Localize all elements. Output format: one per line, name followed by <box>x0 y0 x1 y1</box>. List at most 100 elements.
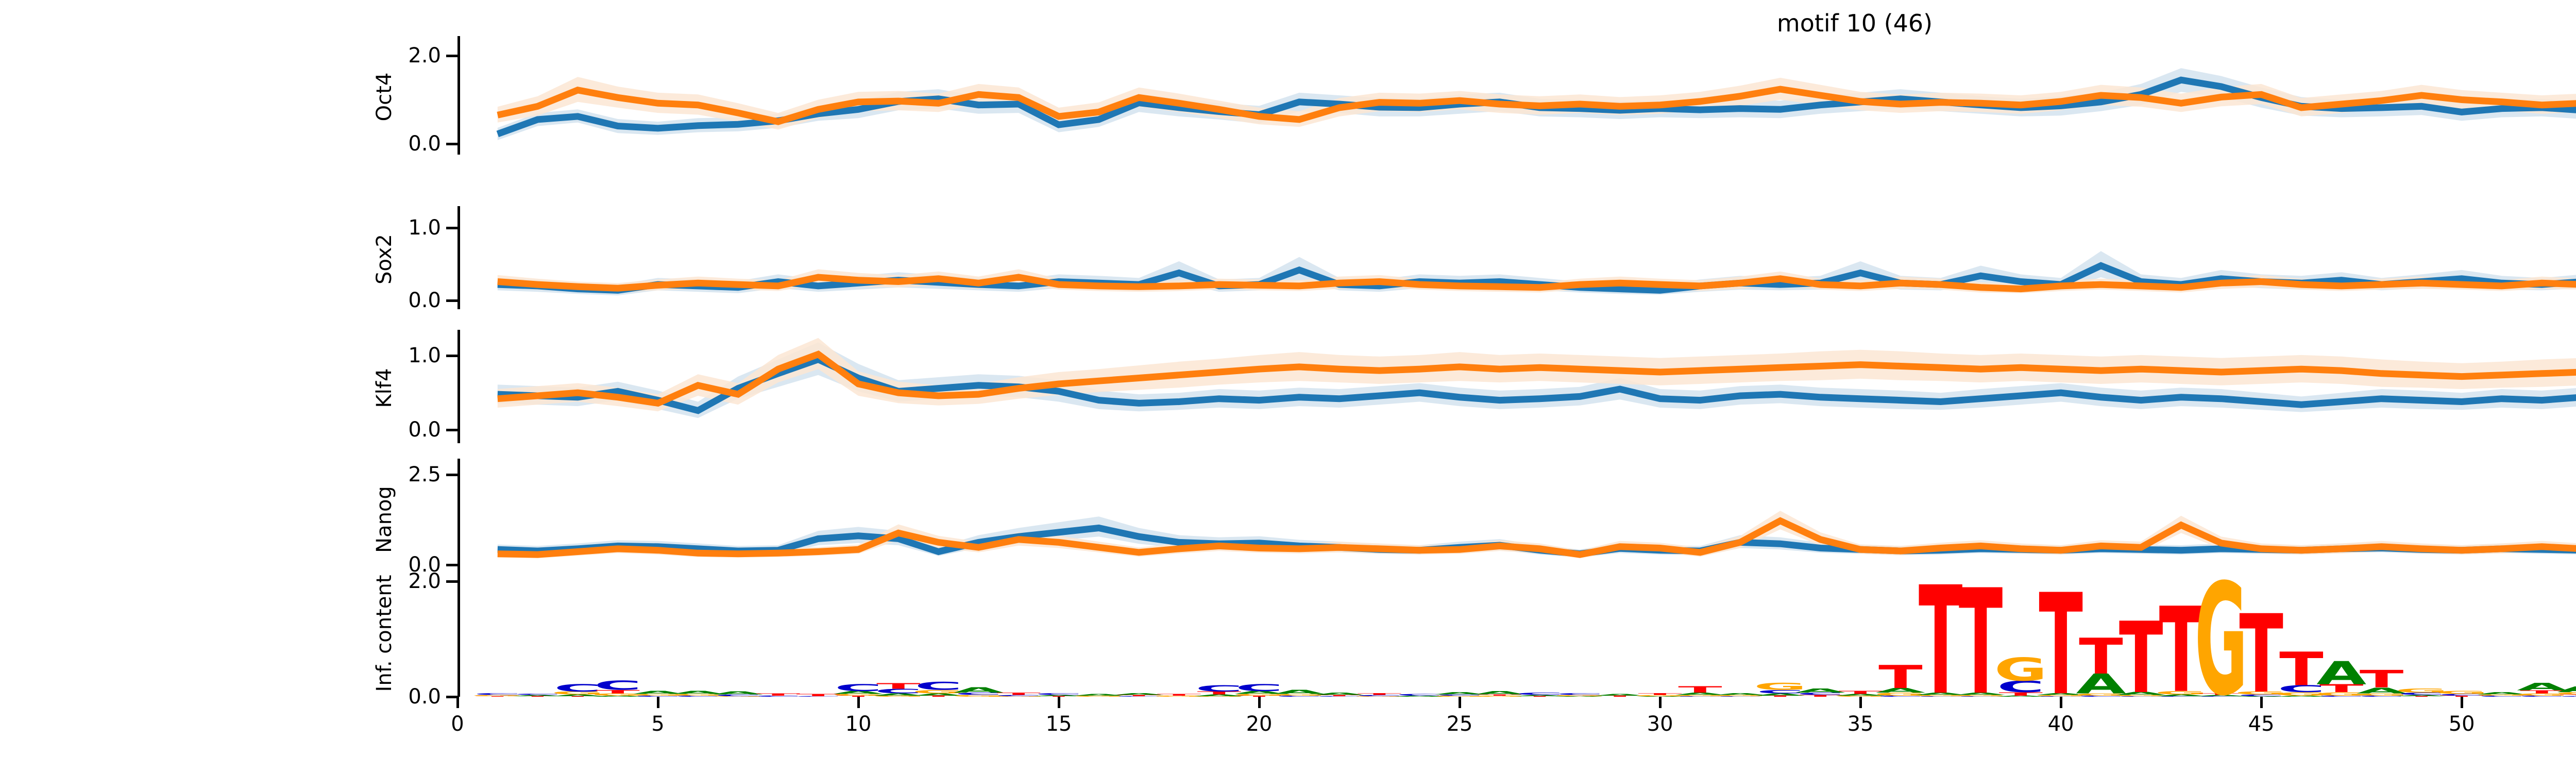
svg-text:G: G <box>912 689 965 695</box>
svg-text:G: G <box>1914 695 1967 697</box>
svg-text:G: G <box>872 695 925 697</box>
svg-text:T: T <box>796 693 840 697</box>
panel-klf4: 0.0 1.0 Klf4 <box>372 330 2576 443</box>
y-axis-label: Klf4 <box>372 368 396 408</box>
logo-letter-g: G <box>1072 695 1125 697</box>
logo-letter-g: G <box>1754 681 1807 692</box>
svg-text:G: G <box>1634 695 1687 697</box>
logo-letter-t: T <box>1638 693 1682 695</box>
svg-text:A: A <box>1194 694 1245 697</box>
svg-text:A: A <box>673 690 723 695</box>
logo-letter-g: G <box>2074 693 2127 696</box>
svg-text:T: T <box>1358 693 1402 695</box>
logo-letter-t: T <box>1878 659 1923 696</box>
logo-letter-t: T <box>2319 682 2364 695</box>
svg-text:T: T <box>917 695 961 697</box>
svg-text:T: T <box>2360 666 2404 694</box>
svg-text:G: G <box>1193 696 1246 697</box>
svg-text:G: G <box>2435 690 2488 695</box>
svg-text:A: A <box>954 686 1004 694</box>
svg-text:T: T <box>2159 583 2204 697</box>
y-tick <box>446 474 457 477</box>
x-tick <box>657 697 659 708</box>
svg-text:C: C <box>835 682 882 693</box>
svg-text:G: G <box>1353 696 1406 697</box>
y-axis-spine-nanog <box>457 459 460 577</box>
logo-letter-g: G <box>2195 567 2248 697</box>
svg-text:T: T <box>476 696 520 697</box>
y-tick <box>446 55 457 58</box>
logo-letter-c: C <box>594 678 641 693</box>
logo-letter-a: A <box>2076 668 2126 697</box>
logo-letter-a: A <box>1675 692 1725 696</box>
logo-letter-c: C <box>1717 696 1764 697</box>
y-tick <box>446 142 457 145</box>
svg-text:A: A <box>1836 694 1886 696</box>
logo-letter-t: T <box>1037 696 1081 697</box>
logo-letter-g: G <box>1193 696 1246 697</box>
svg-text:G: G <box>1754 681 1807 692</box>
logo-letter-g: G <box>992 696 1045 697</box>
logo-letter-c: C <box>754 695 802 697</box>
y-tick-label: 0.0 <box>408 552 441 577</box>
logo-letter-a: A <box>1836 694 1886 696</box>
logo-letter-c: C <box>995 695 1042 697</box>
svg-text:A: A <box>1675 692 1725 696</box>
logo-letter-g: G <box>1994 651 2047 688</box>
x-tick-label: 50 <box>2448 712 2475 736</box>
logo-letter-t: T <box>2079 629 2123 685</box>
y-tick <box>446 580 457 583</box>
svg-text:C: C <box>1355 695 1403 697</box>
svg-text:C: C <box>1756 689 1804 695</box>
logo-letter-g: G <box>832 694 885 696</box>
svg-text:G: G <box>952 695 1005 697</box>
svg-text:G: G <box>2395 687 2448 694</box>
svg-text:C: C <box>594 678 641 693</box>
svg-text:G: G <box>2074 693 2127 696</box>
svg-text:G: G <box>1433 695 1486 697</box>
logo-letter-t: T <box>2560 694 2576 697</box>
svg-text:C: C <box>2117 696 2165 697</box>
logo-letter-t: T <box>1197 691 1241 695</box>
y-tick <box>446 299 457 303</box>
svg-text:T: T <box>1478 694 1522 696</box>
svg-text:A: A <box>833 690 883 695</box>
svg-text:A: A <box>1755 693 1805 696</box>
logo-letter-g: G <box>2355 693 2408 696</box>
logo-letter-c: C <box>2398 692 2445 696</box>
logo-letter-g: G <box>711 696 765 697</box>
svg-text:A: A <box>1314 692 1364 696</box>
svg-text:T: T <box>2199 693 2244 695</box>
logo-letter-a: A <box>593 695 643 697</box>
y-axis-spine-inf-content <box>457 567 460 697</box>
svg-text:C: C <box>474 693 521 695</box>
x-axis: 0510152025303540455055606570 <box>451 697 2576 759</box>
svg-text:A: A <box>1515 695 1565 697</box>
svg-text:G: G <box>2515 693 2568 696</box>
logo-letter-t: T <box>1237 695 1281 697</box>
svg-text:T: T <box>1878 659 1923 696</box>
logo-letter-t: T <box>1157 694 1201 696</box>
svg-text:A: A <box>873 693 923 696</box>
logo-letter-t: T <box>1999 691 2043 697</box>
logo-letter-g: G <box>1914 695 1967 697</box>
logo-letter-t: T <box>596 689 640 695</box>
logo-letter-g: G <box>872 695 925 697</box>
logo-letter-c: C <box>1957 696 2004 697</box>
svg-text:T: T <box>1959 567 2003 697</box>
logo-letter-g: G <box>1634 695 1687 697</box>
svg-text:C: C <box>1717 696 1764 697</box>
svg-text:C: C <box>875 687 922 695</box>
svg-text:C: C <box>2558 696 2576 697</box>
logo-letter-a: A <box>1435 692 1485 695</box>
logo-letter-a: A <box>833 690 883 695</box>
svg-text:A: A <box>2156 694 2207 697</box>
svg-text:A: A <box>2036 693 2087 695</box>
y-axis-label: Oct4 <box>372 72 396 122</box>
logo-letter-a: A <box>1033 695 1084 697</box>
svg-text:A: A <box>1114 693 1164 695</box>
logo-letter-t: T <box>1117 695 1161 697</box>
figure-title: motif 10 (46) <box>1776 9 1933 37</box>
svg-text:C: C <box>715 694 762 697</box>
